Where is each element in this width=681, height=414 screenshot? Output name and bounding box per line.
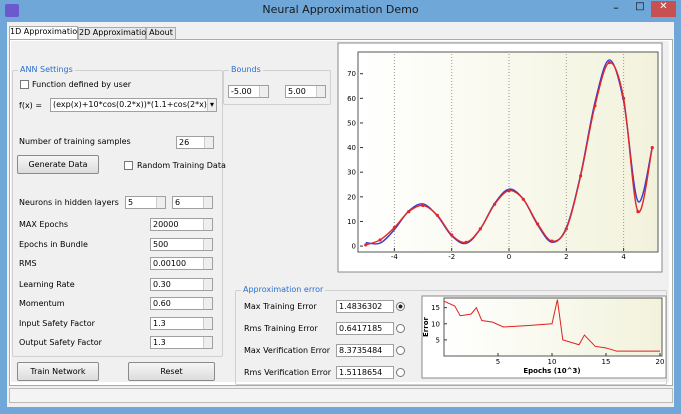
- input[interactable]: 1.3: [150, 317, 213, 330]
- input[interactable]: 0.60: [150, 297, 213, 310]
- y-tick-label: 5: [436, 336, 440, 344]
- point: [393, 226, 396, 229]
- point: [536, 222, 539, 225]
- y-tick-label: 40: [347, 144, 356, 152]
- x-tick-label: 2: [564, 253, 568, 261]
- input-value: 1.3: [153, 338, 166, 347]
- point: [651, 146, 654, 149]
- point: [450, 233, 453, 236]
- input[interactable]: 0.30: [150, 278, 213, 291]
- radio-button[interactable]: [396, 302, 405, 311]
- point: [565, 227, 568, 230]
- input-value: 20000: [153, 220, 178, 229]
- y-tick-label: 15: [431, 304, 440, 312]
- plot-area: [444, 298, 662, 356]
- y-tick-label: 50: [347, 119, 356, 127]
- label: MAX Epochs: [19, 220, 68, 229]
- y-tick-label: 10: [431, 320, 440, 328]
- label: RMS: [19, 259, 37, 268]
- output: 1.5118654: [336, 366, 394, 379]
- y-axis-label: Error: [422, 316, 430, 336]
- label: Momentum: [19, 299, 65, 308]
- x-tick-label: 0: [507, 253, 511, 261]
- input[interactable]: 0.00100: [150, 257, 213, 270]
- point: [436, 214, 439, 217]
- radio-button[interactable]: [396, 346, 405, 355]
- output: 1.4836302: [336, 300, 394, 313]
- input-value: 0.30: [153, 280, 171, 289]
- point: [464, 241, 467, 244]
- y-tick-label: 10: [347, 218, 356, 226]
- y-tick-label: 20: [347, 193, 356, 201]
- label: Rms Training Error: [244, 324, 318, 333]
- point: [593, 104, 596, 107]
- point: [522, 198, 525, 201]
- x-tick-label: 10: [548, 358, 557, 366]
- label: Rms Verification Error: [244, 368, 331, 377]
- point: [608, 61, 611, 64]
- label: Max Verification Error: [244, 346, 330, 355]
- x-tick-label: 5: [496, 358, 500, 366]
- point: [479, 227, 482, 230]
- point: [579, 174, 582, 177]
- input[interactable]: 500: [150, 238, 213, 251]
- x-tick-label: 4: [621, 253, 626, 261]
- y-tick-label: 0: [352, 243, 356, 251]
- point: [550, 240, 553, 243]
- x-tick-label: 20: [656, 358, 665, 366]
- input-value: 0.60: [153, 299, 171, 308]
- radio-button[interactable]: [396, 324, 405, 333]
- x-tick-label: -4: [391, 253, 399, 261]
- point: [421, 204, 424, 207]
- y-tick-label: 30: [347, 169, 356, 177]
- radio-button[interactable]: [396, 368, 405, 377]
- label: Epochs in Bundle: [19, 240, 88, 249]
- input-value: 1.3: [153, 319, 166, 328]
- y-tick-label: 70: [347, 70, 356, 78]
- x-tick-label: 15: [602, 358, 611, 366]
- output-value: 1.4836302: [339, 302, 382, 311]
- label: Learning Rate: [19, 280, 75, 289]
- output-value: 0.6417185: [339, 324, 382, 333]
- point: [493, 203, 496, 206]
- y-tick-label: 60: [347, 95, 356, 103]
- point: [378, 238, 381, 241]
- output: 8.3735484: [336, 344, 394, 357]
- output-value: 8.3735484: [339, 346, 382, 355]
- input-value: 500: [153, 240, 168, 249]
- input-value: 0.00100: [153, 259, 186, 268]
- label: Input Safety Factor: [19, 319, 95, 328]
- x-tick-label: -2: [448, 253, 455, 261]
- output-value: 1.5118654: [339, 368, 382, 377]
- point: [507, 189, 510, 192]
- label: Max Training Error: [244, 302, 317, 311]
- input[interactable]: 20000: [150, 218, 213, 231]
- point: [636, 210, 639, 213]
- label: Output Safety Factor: [19, 338, 102, 347]
- point: [622, 97, 625, 100]
- plot-area: [358, 52, 658, 252]
- point: [407, 210, 410, 213]
- point: [364, 243, 367, 246]
- output: 0.6417185: [336, 322, 394, 335]
- input[interactable]: 1.3: [150, 336, 213, 349]
- x-axis-label: Epochs (10^3): [523, 367, 580, 375]
